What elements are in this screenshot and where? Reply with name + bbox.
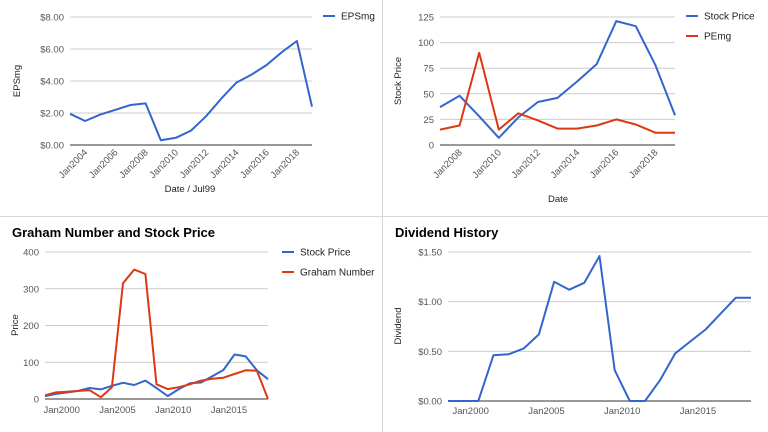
dividend-x-tick-label: Jan2015 [680, 406, 716, 417]
pe-x-tick-label: Jan2008 [431, 147, 465, 181]
graham-x-tick-label: Jan2000 [43, 405, 79, 416]
eps-x-tick-label: Jan2012 [178, 147, 212, 181]
dividend-y-tick-label: $0.50 [418, 347, 442, 358]
eps-x-tick-label: Jan2006 [87, 147, 121, 181]
graham-x-tick-label: Jan2015 [211, 405, 247, 416]
eps-y-tick-label: $4.00 [40, 77, 64, 88]
graham-legend-label: Stock Price [300, 248, 351, 259]
pe-legend-label: Stock Price [704, 12, 755, 23]
graham-chart-title: Graham Number and Stock Price [12, 225, 215, 240]
eps-chart: $0.00$2.00$4.00$6.00$8.00Jan2004Jan2006J… [12, 12, 375, 196]
graham-y-tick-label: 200 [23, 321, 39, 332]
eps-x-axis-label: Date / Jul99 [165, 184, 216, 195]
pe-y-tick-label: 100 [418, 38, 434, 49]
pe-legend-label: PEmg [704, 32, 731, 43]
pe-x-tick-label: Jan2016 [588, 147, 622, 181]
pe-x-axis-label: Date [548, 194, 568, 205]
eps-y-tick-label: $2.00 [40, 109, 64, 120]
pe-x-tick-label: Jan2014 [549, 147, 583, 181]
eps-y-tick-label: $8.00 [40, 13, 64, 24]
graham-legend-label: Graham Number [300, 268, 375, 279]
graham-y-tick-label: 0 [34, 395, 39, 406]
graham-y-tick-label: 100 [23, 358, 39, 369]
dividend-x-tick-label: Jan2005 [528, 406, 564, 417]
graham-chart-panel: 0 100 200 300 400 Jan2000 Jan2005 Jan2010 Jan201… [0, 217, 382, 432]
graham-x-tick-label: Jan2010 [155, 405, 191, 416]
eps-y-tick-label: $6.00 [40, 45, 64, 56]
eps-x-tick-label: Jan2008 [117, 147, 151, 181]
dividend-chart-title: Dividend History [395, 225, 499, 240]
pe-x-tick-label: Jan2010 [470, 147, 504, 181]
pe-y-tick-label: 50 [423, 89, 434, 100]
eps-x-tick-label: Jan2016 [238, 147, 272, 181]
graham-y-tick-label: 300 [23, 284, 39, 295]
eps-y-axis-label: EPSmg [12, 65, 23, 97]
price-pe-chart-panel: 0 25 50 75 100 125 Jan2008 Jan2010 Jan2012 Jan201… [383, 0, 768, 216]
graham-y-tick-label: 400 [23, 248, 39, 259]
eps-x-tick-label: Jan2004 [57, 147, 91, 181]
pe-series-line-1 [439, 51, 675, 134]
dividend-y-tick-label: $0.00 [418, 397, 442, 408]
eps-x-tick-label: Jan2018 [268, 147, 302, 181]
pe-x-tick-label: Jan2012 [509, 147, 543, 181]
dividend-chart-panel: $0.00 $0.50 $1.00 $1.50 Jan2000 Jan2005 Jan201… [383, 217, 768, 432]
graham-y-axis-label: Price [10, 314, 21, 336]
pe-x-tick-label: Jan2018 [627, 147, 661, 181]
eps-legend-label: EPSmg [341, 12, 375, 23]
dividend-series-line-0 [448, 255, 751, 402]
pe-y-tick-label: 75 [423, 64, 434, 75]
dividend-x-tick-label: Jan2000 [452, 406, 488, 417]
pe-y-axis-label: Stock Price [393, 57, 404, 105]
dividend-y-tick-label: $1.50 [418, 248, 442, 259]
dividend-y-tick-label: $1.00 [418, 297, 442, 308]
eps-series-line-0 [69, 40, 313, 142]
graham-chart: 0 100 200 300 400 Jan2000 Jan2005 Jan2010 Jan201… [10, 225, 375, 432]
pe-y-tick-label: 125 [418, 13, 434, 24]
graham-series-line-1 [44, 268, 269, 400]
dividend-chart: $0.00 $0.50 $1.00 $1.50 Jan2000 Jan2005 Jan201… [393, 225, 751, 417]
eps-x-tick-label: Jan2010 [147, 147, 181, 181]
eps-chart-panel: $0.00 $2.00 $4.00 $6.00 $8.00 Jan2004 Jan2006 J… [0, 0, 382, 216]
eps-x-tick-label: Jan2014 [208, 147, 242, 181]
pe-y-tick-label: 0 [429, 141, 434, 152]
graham-x-tick-label: Jan2005 [99, 405, 135, 416]
dividend-y-axis-label: Dividend [393, 308, 404, 345]
eps-y-tick-label: $0.00 [40, 141, 64, 152]
dividend-x-tick-label: Jan2010 [604, 406, 640, 417]
pe-series-line-0 [439, 20, 676, 139]
pe-y-tick-label: 25 [423, 115, 434, 126]
